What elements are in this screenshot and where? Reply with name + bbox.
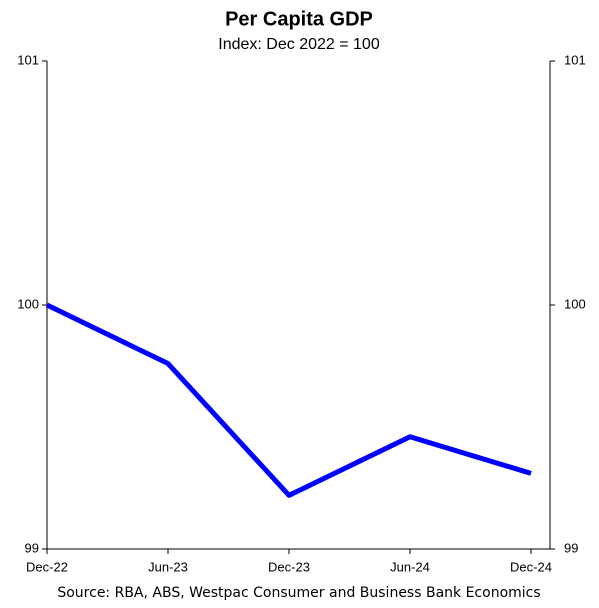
x-tick-label: Dec-23 — [268, 559, 310, 574]
y-tick-label: 99 — [25, 540, 39, 555]
x-tick-label: Jun-24 — [390, 559, 430, 574]
y2-tick-label: 100 — [564, 296, 586, 311]
chart-title: Per Capita GDP — [225, 8, 373, 30]
source-note: Source: RBA, ABS, Westpac Consumer and B… — [57, 585, 540, 601]
data-line — [45, 302, 532, 498]
y2-tick-label: 101 — [564, 52, 586, 67]
x-tick-label: Dec-24 — [510, 559, 552, 574]
y-tick-label: 101 — [17, 52, 39, 67]
x-tick-label: Jun-23 — [148, 559, 188, 574]
x-tick-label: Dec-22 — [26, 559, 68, 574]
chart-subtitle: Index: Dec 2022 = 100 — [218, 36, 380, 53]
y-tick-label: 100 — [17, 296, 39, 311]
y2-tick-label: 99 — [564, 540, 578, 555]
